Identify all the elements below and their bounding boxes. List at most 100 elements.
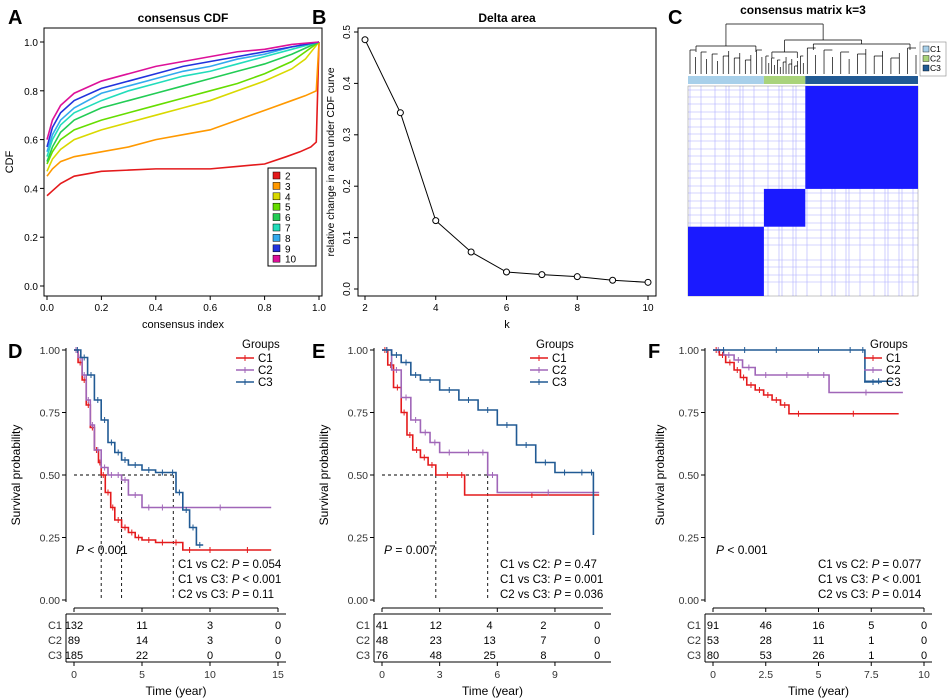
risk-count: 0 (207, 650, 213, 662)
risk-count: 0 (594, 620, 600, 632)
pairwise-comparison: C1 vs C3: P = 0.001 (500, 574, 603, 586)
comparison-label: C1 vs C3: (818, 574, 872, 586)
y-axis-label: relative change in area under CDF curve (325, 67, 337, 256)
y-tick-label: 0.1 (342, 230, 353, 244)
y-tick-label: 0.25 (679, 533, 700, 545)
comparison-value: < 0.001 (879, 574, 921, 586)
delta-line (364, 39, 649, 283)
survival-curve-c1 (74, 349, 272, 551)
p-symbol: P (76, 543, 84, 557)
delta-point-k8 (573, 273, 581, 281)
x-tick-label: 0.4 (149, 303, 163, 314)
legend-label-c2: C2 (886, 365, 901, 377)
pairwise-comparison: C2 vs C3: P = 0.014 (818, 589, 922, 601)
risk-table: C1 91 46 16 5 0C2 53 28 11 1 0C3 80 53 26 1 00 2.5 5 7.5 10… (687, 613, 932, 698)
risk-count: 185 (65, 650, 83, 662)
risk-count: 14 (136, 635, 148, 647)
matrix-noise (688, 86, 918, 296)
risk-count: 0 (921, 620, 927, 632)
comparison-label: C1 vs C2: (818, 559, 872, 571)
risk-row-label: C3 (356, 650, 370, 662)
comparison-value: = 0.001 (561, 574, 603, 586)
risk-table: C1 132 11 3 0 C2 89 14 3 0 C3 185 22 0 0 0 5 10 15 Time (ye… (48, 613, 286, 698)
p-value-text: = 0.007 (392, 543, 436, 557)
x-tick-label: 10 (204, 669, 216, 681)
y-tick-label: 0.4 (342, 76, 353, 90)
x-tick-label: 0 (379, 669, 385, 681)
delta-point-k6 (503, 268, 510, 276)
survival-curve-c2 (74, 349, 272, 509)
y-tick-label: 0.8 (24, 87, 38, 98)
legend-swatch-k2 (272, 171, 281, 180)
legend-label-k7: 7 (285, 224, 291, 235)
risk-count: 0 (594, 635, 600, 647)
cdf-line-k7 (46, 41, 320, 157)
risk-count: 80 (707, 650, 719, 662)
legend-label-c3: C3 (886, 377, 901, 389)
panel-letter-b: B (312, 7, 326, 29)
p-symbol: P (554, 589, 562, 601)
x-axis-label: consensus index (142, 319, 224, 331)
risk-count: 26 (812, 650, 824, 662)
risk-count: 16 (812, 620, 824, 632)
panel-letter-f: F (648, 341, 660, 363)
cluster-bar-c2 (763, 76, 806, 84)
comparison-label: C1 vs C3: (500, 574, 554, 586)
x-tick-label: 0.6 (203, 303, 217, 314)
legend-label-c3: C3 (258, 377, 273, 389)
legend-swatch-k6 (272, 213, 281, 221)
matrix-block-c2 (763, 188, 806, 227)
y-tick-label: 0.2 (24, 233, 38, 244)
risk-count: 1 (868, 650, 874, 662)
x-tick-label: 0.0 (40, 303, 54, 314)
p-symbol: P (232, 559, 240, 571)
survival-curve-c2 (382, 349, 600, 494)
panel-d-survival: 0.00 0.25 0.50 0.75 1.00 Survival probability… (9, 339, 286, 698)
panel-letter-d: D (8, 341, 22, 363)
survival-curve-c1 (713, 349, 899, 415)
pairwise-comparison: C1 vs C3: P < 0.001 (818, 574, 921, 586)
x-tick-label: 1.0 (312, 303, 326, 314)
comparison-value: = 0.11 (239, 589, 274, 601)
legend-swatch-k3 (272, 182, 281, 190)
delta-point-k10 (644, 278, 652, 286)
matrix-block-c3 (805, 86, 918, 189)
p-symbol: P (872, 559, 880, 571)
cdf-line-k9 (46, 41, 320, 148)
risk-count: 11 (136, 620, 147, 632)
risk-count: 76 (376, 650, 388, 662)
legend-label-k10: 10 (285, 255, 297, 266)
legend-swatch-k5 (272, 202, 281, 211)
risk-count: 53 (707, 635, 719, 647)
x-tick-label: 9 (552, 669, 558, 681)
comparison-value: < 0.001 (239, 574, 281, 586)
y-tick-label: 0.0 (342, 282, 353, 296)
y-axis-label: Survival probability (653, 425, 667, 526)
legend-swatch-k7 (272, 223, 281, 232)
x-tick-label: 15 (272, 669, 284, 681)
y-axis-label: CDF (4, 150, 16, 173)
y-tick-label: 1.0 (24, 38, 38, 49)
comparison-label: C2 vs C3: (818, 589, 872, 601)
y-tick-label: 1.00 (40, 345, 61, 357)
pairwise-comparison: C2 vs C3: P = 0.036 (500, 589, 603, 601)
delta-point-k3 (396, 109, 404, 117)
p-symbol: P (554, 574, 562, 586)
pairwise-comparison: C1 vs C2: P = 0.077 (818, 559, 921, 571)
overall-p-value: P = 0.007 (384, 543, 436, 557)
risk-count: 12 (430, 620, 442, 632)
legend-label-c2: C2 (930, 54, 941, 64)
plot-frame (357, 27, 657, 297)
p-symbol: P (384, 543, 392, 557)
y-axis-label: Survival probability (317, 425, 331, 526)
risk-count: 0 (921, 650, 927, 662)
matrix-block-c1 (688, 226, 764, 296)
risk-row-label: C1 (48, 620, 62, 632)
panel-letter-a: A (8, 7, 22, 29)
survival-curve-c3 (74, 349, 204, 546)
risk-count: 3 (207, 635, 213, 647)
legend-label-c1: C1 (886, 353, 901, 365)
